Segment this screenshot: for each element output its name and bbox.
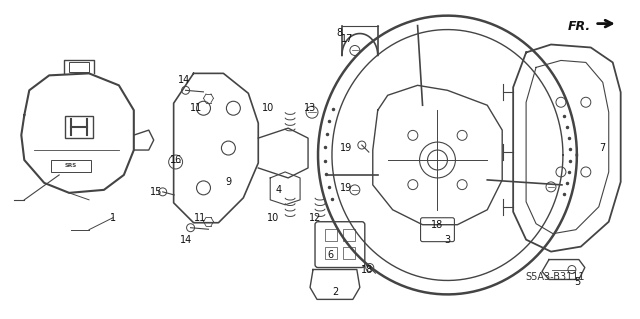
Bar: [65, 116, 93, 138]
Text: 18: 18: [361, 264, 373, 275]
Text: 17: 17: [340, 33, 353, 43]
Text: 10: 10: [267, 213, 279, 223]
Text: 10: 10: [262, 103, 275, 113]
Text: 13: 13: [304, 103, 316, 113]
Text: 14: 14: [179, 235, 192, 245]
Text: 14: 14: [177, 75, 189, 85]
Text: 19: 19: [340, 143, 352, 153]
Text: 12: 12: [309, 213, 321, 223]
Text: 11: 11: [195, 213, 207, 223]
Text: 4: 4: [275, 185, 281, 195]
Bar: [325, 229, 337, 241]
Bar: [343, 247, 355, 259]
Text: 11: 11: [191, 103, 203, 113]
Text: 1: 1: [110, 213, 116, 223]
Bar: [325, 247, 337, 259]
Text: 8: 8: [337, 27, 343, 38]
Text: 7: 7: [600, 143, 606, 153]
Text: 6: 6: [327, 249, 333, 260]
Text: S5A3-B3111: S5A3-B3111: [525, 272, 585, 283]
Text: 15: 15: [150, 187, 162, 197]
Text: SRS: SRS: [65, 163, 77, 168]
Text: 9: 9: [225, 177, 232, 187]
Bar: [51, 160, 91, 172]
Bar: [343, 229, 355, 241]
Text: 3: 3: [444, 235, 451, 245]
Text: 16: 16: [170, 155, 182, 165]
Text: 5: 5: [573, 278, 580, 287]
Text: 2: 2: [332, 287, 338, 297]
Text: FR.: FR.: [568, 20, 591, 33]
Text: 19: 19: [340, 183, 352, 193]
Text: 18: 18: [431, 220, 444, 230]
Bar: [69, 63, 89, 72]
